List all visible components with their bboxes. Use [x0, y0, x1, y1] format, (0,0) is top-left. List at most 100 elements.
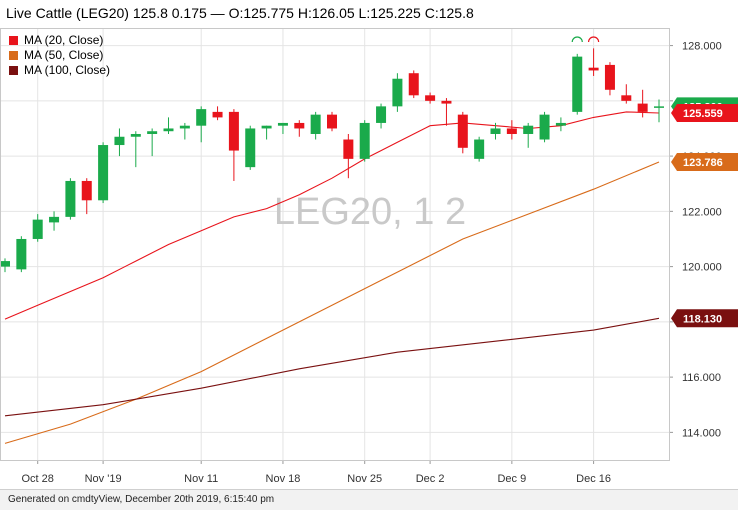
- legend-label-ma20: MA (20, Close): [24, 33, 104, 47]
- x-tick-label: Nov '19: [85, 473, 122, 485]
- candle-body: [294, 122, 305, 129]
- candle-body: [212, 111, 223, 118]
- candle: [147, 128, 158, 157]
- price-tag-ma-0-text: 125.559: [683, 108, 723, 120]
- candle-body: [32, 219, 43, 239]
- candle: [343, 133, 354, 179]
- y-tick-label: 128.000: [682, 41, 722, 53]
- candle: [16, 236, 27, 273]
- candle: [654, 99, 664, 123]
- chart-background: [0, 0, 738, 489]
- candle-body: [637, 103, 648, 112]
- candle: [572, 53, 583, 115]
- candlestick-chart: LEG20, 1 2 114.000116.000118.000120.0001…: [0, 0, 738, 489]
- candle: [408, 70, 419, 99]
- candle-body: [506, 128, 517, 134]
- legend-swatch-ma100: [9, 66, 18, 75]
- candles: [0, 48, 664, 273]
- plot-frame: [0, 28, 670, 461]
- y-tick-label: 114.000: [682, 427, 721, 439]
- x-axis: Oct 28 Nov '19 Nov 11 Nov 18 Nov 25 Dec 2 Dec …: [21, 460, 611, 485]
- candle: [425, 92, 436, 104]
- candle-body: [539, 114, 550, 140]
- price-tag-ma-1-text: 123.786: [683, 157, 723, 169]
- candle: [98, 142, 109, 204]
- generated-timestamp: Generated on cmdtyView, December 20th 20…: [8, 494, 275, 505]
- candle-body: [588, 67, 599, 71]
- candle-body: [261, 125, 272, 129]
- candle: [539, 111, 550, 143]
- candle-body: [621, 95, 632, 101]
- price-tag-ma-2[interactable]: 118.130: [671, 309, 738, 328]
- candle-body: [277, 122, 288, 126]
- legend: MA (20, Close) MA (50, Close) MA (100, C…: [9, 33, 110, 78]
- watermark: LEG20, 1 2: [274, 191, 466, 233]
- price-tag-ma-2-bg: [671, 309, 738, 328]
- candle: [228, 109, 239, 181]
- candle: [245, 125, 256, 170]
- candle: [49, 211, 60, 231]
- price-tag-ma-1-bg: [671, 153, 738, 172]
- candle: [327, 111, 337, 132]
- ma-line-0: [4, 111, 660, 320]
- candle: [555, 117, 566, 132]
- candle: [392, 73, 403, 112]
- candle: [621, 84, 632, 104]
- candle-body: [81, 180, 92, 201]
- legend-swatch-ma50: [9, 51, 18, 60]
- candle-body: [16, 238, 27, 270]
- candle-body: [474, 139, 485, 159]
- candle-body: [604, 64, 615, 90]
- legend-item-ma100[interactable]: MA (100, Close): [9, 63, 110, 78]
- candle: [310, 111, 321, 140]
- price-tag-ma-0-bg: [671, 104, 738, 123]
- candle: [457, 111, 468, 154]
- candle-body: [228, 111, 239, 151]
- legend-item-ma50[interactable]: MA (50, Close): [9, 48, 110, 63]
- x-tick-label: Nov 18: [266, 473, 301, 485]
- y-tick-label: 116.000: [682, 372, 721, 384]
- candle-body: [572, 56, 583, 112]
- y-tick-label: 120.000: [682, 262, 722, 274]
- candle-body: [163, 128, 174, 132]
- candle-body: [555, 122, 566, 126]
- candle: [196, 106, 207, 143]
- candle: [474, 136, 485, 162]
- candle-body: [245, 128, 256, 168]
- price-tag-ma-2-text: 118.130: [683, 313, 722, 325]
- candle-body: [343, 139, 354, 159]
- chart-title: Live Cattle (LEG20) 125.8 0.175 — O:125.…: [6, 5, 474, 21]
- candle: [32, 214, 43, 242]
- legend-item-ma20[interactable]: MA (20, Close): [9, 33, 110, 48]
- x-tick-label: Dec 16: [576, 473, 611, 485]
- candle: [81, 178, 92, 215]
- x-tick-label: Oct 28: [21, 473, 53, 485]
- price-tag-ma-0[interactable]: 125.559: [671, 104, 738, 123]
- grid-lines: [1, 29, 669, 460]
- x-tick-label: Nov 25: [347, 473, 382, 485]
- candle-body: [523, 125, 534, 134]
- candle-body: [425, 95, 436, 101]
- candle: [179, 122, 190, 140]
- ma-line-2: [4, 317, 660, 417]
- candle-body: [147, 131, 158, 134]
- candle-body: [196, 109, 207, 126]
- candle-body: [0, 261, 10, 267]
- candle: [441, 98, 452, 126]
- x-tick-label: Dec 2: [416, 473, 445, 485]
- ma-line-1: [4, 161, 660, 444]
- candle: [588, 48, 599, 76]
- x-tick-label: Nov 11: [184, 473, 218, 485]
- candle: [0, 258, 10, 273]
- candle-body: [327, 114, 337, 129]
- candle-body: [376, 106, 387, 123]
- candle-body: [441, 100, 452, 104]
- candle: [277, 122, 288, 134]
- candle: [163, 117, 174, 134]
- event-marker: [571, 36, 583, 43]
- price-tag-ma-1[interactable]: 123.786: [671, 153, 738, 172]
- candle: [212, 106, 223, 121]
- moving-average-lines: [4, 111, 660, 444]
- legend-swatch-ma20: [9, 36, 18, 45]
